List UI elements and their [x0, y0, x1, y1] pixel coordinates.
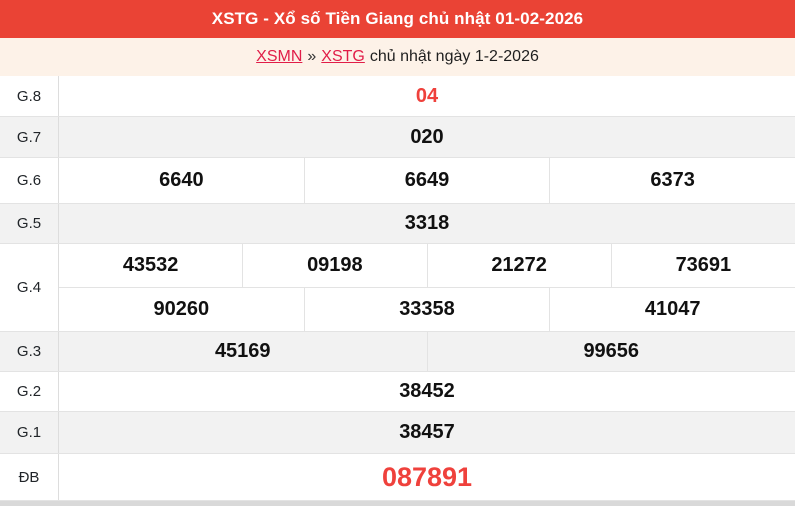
prize-number: 38457 [399, 421, 455, 443]
prize-number: 41047 [549, 288, 795, 331]
prize-number: 90260 [153, 298, 210, 320]
value-line: 43532 09198 21272 73691 [59, 244, 795, 287]
prize-number: 6649 [303, 158, 550, 203]
prize-number: 33358 [303, 288, 550, 331]
prize-values-g6: 6640 6649 6373 [59, 158, 795, 203]
breadcrumb-separator: » [307, 48, 317, 65]
prize-row-g3: G.3 45169 99656 [0, 332, 795, 372]
prize-label-g1: G.1 [0, 412, 59, 453]
value-line: 6640 6649 6373 [59, 158, 795, 203]
bottom-divider [0, 501, 795, 506]
prize-values-g3: 45169 99656 [59, 332, 795, 371]
prize-values-g4: 43532 09198 21272 73691 90260 33358 41047 [59, 244, 795, 331]
prize-number: 21272 [426, 244, 611, 287]
prize-row-g1: G.1 38457 [0, 412, 795, 454]
prize-number: 99656 [426, 332, 795, 371]
breadcrumb-link-xsmn[interactable]: XSMN [256, 48, 303, 65]
prize-number: 45169 [214, 340, 271, 362]
title-bar: XSTG - Xổ số Tiền Giang chủ nhật 01-02-2… [0, 0, 795, 38]
value-line: 45169 99656 [59, 332, 795, 371]
value-line: 90260 33358 41047 [59, 287, 795, 331]
prize-number: 04 [415, 84, 439, 107]
value-line: 38452 [59, 372, 795, 411]
prize-number: 09198 [242, 244, 426, 287]
value-line: 3318 [59, 204, 795, 243]
prize-row-g4: G.4 43532 09198 21272 73691 90260 33358 41047 [0, 244, 795, 332]
prize-label-g5: G.5 [0, 204, 59, 243]
breadcrumb-suffix: chủ nhật ngày 1-2-2026 [369, 48, 539, 65]
prize-label-g6: G.6 [0, 158, 59, 203]
prize-values-g8: 04 [59, 76, 795, 116]
page-title: XSTG - Xổ số Tiền Giang chủ nhật 01-02-2… [211, 9, 584, 28]
prize-number: 73691 [610, 244, 795, 287]
breadcrumb-link-xstg[interactable]: XSTG [321, 48, 365, 65]
prize-label-g8: G.8 [0, 76, 59, 116]
prize-number: 38452 [399, 380, 455, 402]
value-line: 087891 [59, 454, 795, 500]
prize-number: 43532 [122, 254, 179, 276]
prize-values-g2: 38452 [59, 372, 795, 411]
prize-row-g8: G.8 04 [0, 76, 795, 117]
prize-number: 020 [410, 125, 444, 148]
prize-label-g7: G.7 [0, 117, 59, 157]
prize-number: 6373 [549, 158, 795, 203]
results-table: G.8 04 G.7 020 G.6 6640 6649 6373 G.5 3318 G.4 4353… [0, 76, 795, 501]
prize-row-g6: G.6 6640 6649 6373 [0, 158, 795, 204]
prize-row-db: ĐB 087891 [0, 454, 795, 501]
prize-label-g3: G.3 [0, 332, 59, 371]
prize-label-db: ĐB [0, 454, 59, 500]
prize-number: 3318 [404, 212, 450, 234]
prize-values-db: 087891 [59, 454, 795, 500]
breadcrumb: XSMN » XSTG chủ nhật ngày 1-2-2026 [0, 38, 795, 76]
prize-label-g4: G.4 [0, 244, 59, 331]
prize-number: 6640 [159, 169, 204, 191]
value-line: 020 [59, 117, 795, 157]
value-line: 38457 [59, 412, 795, 453]
prize-values-g7: 020 [59, 117, 795, 157]
value-line: 04 [59, 76, 795, 116]
prize-values-g1: 38457 [59, 412, 795, 453]
prize-row-g2: G.2 38452 [0, 372, 795, 412]
prize-number: 087891 [381, 461, 473, 492]
prize-row-g7: G.7 020 [0, 117, 795, 158]
prize-label-g2: G.2 [0, 372, 59, 411]
prize-values-g5: 3318 [59, 204, 795, 243]
prize-row-g5: G.5 3318 [0, 204, 795, 244]
